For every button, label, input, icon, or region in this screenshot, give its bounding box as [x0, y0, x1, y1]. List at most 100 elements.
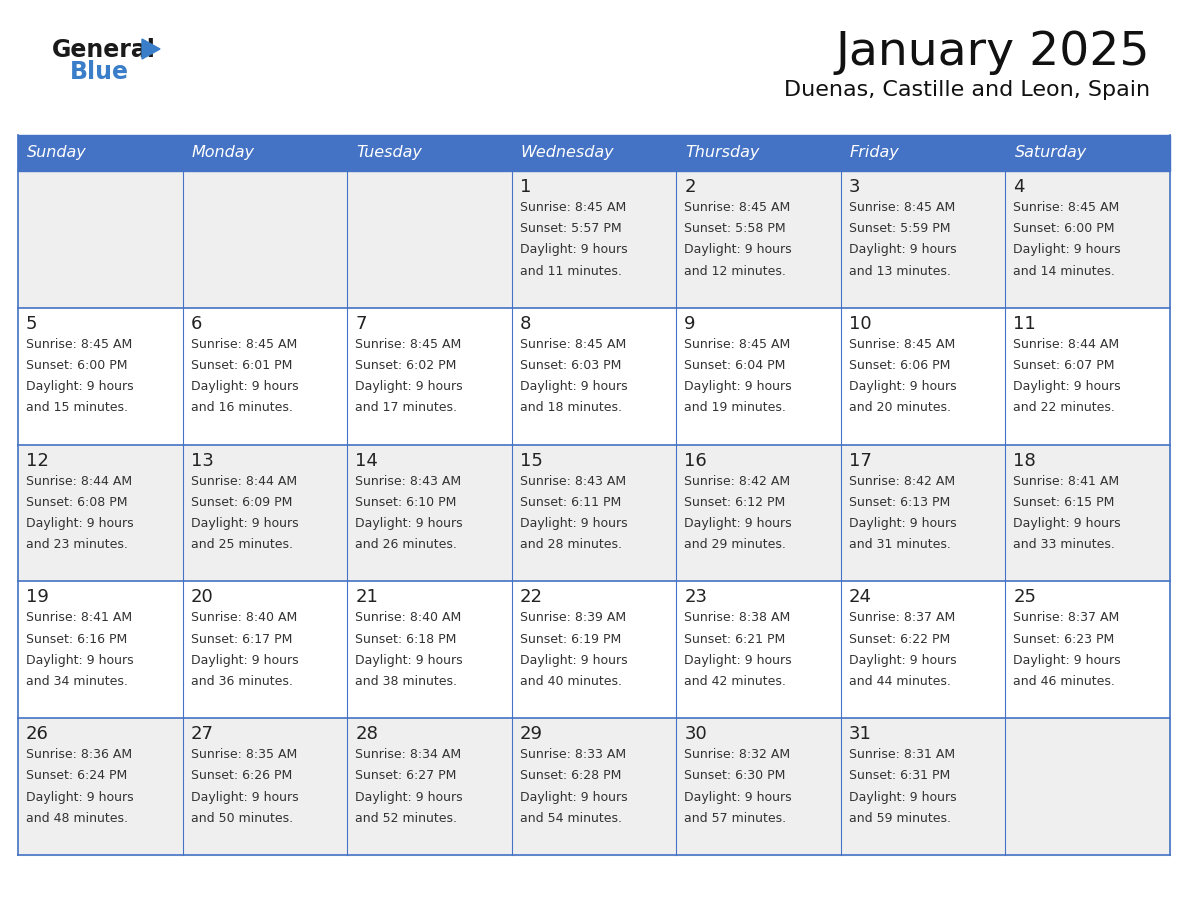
Text: Sunrise: 8:45 AM: Sunrise: 8:45 AM — [355, 338, 461, 351]
Text: Daylight: 9 hours: Daylight: 9 hours — [849, 380, 956, 393]
Text: General: General — [52, 38, 156, 62]
Bar — [841, 718, 1005, 855]
Text: Daylight: 9 hours: Daylight: 9 hours — [684, 243, 792, 256]
Text: Daylight: 9 hours: Daylight: 9 hours — [355, 790, 463, 803]
Text: and 33 minutes.: and 33 minutes. — [1013, 538, 1116, 551]
Text: Sunset: 6:27 PM: Sunset: 6:27 PM — [355, 769, 456, 782]
Bar — [183, 308, 347, 444]
Text: Daylight: 9 hours: Daylight: 9 hours — [849, 517, 956, 530]
Text: Daylight: 9 hours: Daylight: 9 hours — [849, 654, 956, 666]
Text: Sunset: 5:57 PM: Sunset: 5:57 PM — [519, 222, 621, 235]
Text: Sunset: 6:30 PM: Sunset: 6:30 PM — [684, 769, 785, 782]
Text: Sunset: 6:04 PM: Sunset: 6:04 PM — [684, 359, 785, 372]
Text: Sunrise: 8:37 AM: Sunrise: 8:37 AM — [849, 611, 955, 624]
Text: 6: 6 — [190, 315, 202, 333]
Text: Sunrise: 8:31 AM: Sunrise: 8:31 AM — [849, 748, 955, 761]
Text: 18: 18 — [1013, 452, 1036, 470]
Text: and 16 minutes.: and 16 minutes. — [190, 401, 292, 414]
Bar — [183, 444, 347, 581]
Text: and 20 minutes.: and 20 minutes. — [849, 401, 950, 414]
Text: Tuesday: Tuesday — [356, 145, 422, 161]
Text: Sunset: 6:22 PM: Sunset: 6:22 PM — [849, 633, 950, 645]
Text: and 26 minutes.: and 26 minutes. — [355, 538, 457, 551]
Bar — [512, 581, 676, 718]
Text: Sunset: 6:23 PM: Sunset: 6:23 PM — [1013, 633, 1114, 645]
Text: Sunrise: 8:36 AM: Sunrise: 8:36 AM — [26, 748, 132, 761]
Text: Sunrise: 8:45 AM: Sunrise: 8:45 AM — [684, 338, 790, 351]
Text: and 52 minutes.: and 52 minutes. — [355, 812, 457, 824]
Text: Sunset: 6:21 PM: Sunset: 6:21 PM — [684, 633, 785, 645]
Text: Sunset: 6:08 PM: Sunset: 6:08 PM — [26, 496, 127, 509]
Text: Daylight: 9 hours: Daylight: 9 hours — [190, 517, 298, 530]
Text: 20: 20 — [190, 588, 214, 607]
Text: 21: 21 — [355, 588, 378, 607]
Text: Sunrise: 8:32 AM: Sunrise: 8:32 AM — [684, 748, 790, 761]
Text: 9: 9 — [684, 315, 696, 333]
Text: Daylight: 9 hours: Daylight: 9 hours — [684, 517, 792, 530]
Text: Daylight: 9 hours: Daylight: 9 hours — [1013, 380, 1121, 393]
Text: Daylight: 9 hours: Daylight: 9 hours — [355, 654, 463, 666]
Bar — [18, 581, 183, 718]
Text: 27: 27 — [190, 725, 214, 744]
Text: 28: 28 — [355, 725, 378, 744]
Text: and 13 minutes.: and 13 minutes. — [849, 264, 950, 277]
Text: Sunrise: 8:41 AM: Sunrise: 8:41 AM — [26, 611, 132, 624]
Text: Thursday: Thursday — [685, 145, 759, 161]
Bar — [1005, 718, 1170, 855]
Text: and 59 minutes.: and 59 minutes. — [849, 812, 950, 824]
Text: and 42 minutes.: and 42 minutes. — [684, 675, 786, 688]
Text: Sunrise: 8:45 AM: Sunrise: 8:45 AM — [684, 201, 790, 214]
Text: 1: 1 — [519, 178, 531, 196]
Bar — [676, 308, 841, 444]
Text: Sunset: 6:09 PM: Sunset: 6:09 PM — [190, 496, 292, 509]
Bar — [841, 135, 1005, 171]
Bar — [18, 135, 183, 171]
Bar — [18, 444, 183, 581]
Text: Sunrise: 8:40 AM: Sunrise: 8:40 AM — [190, 611, 297, 624]
Text: Sunrise: 8:40 AM: Sunrise: 8:40 AM — [355, 611, 461, 624]
Text: Sunset: 6:01 PM: Sunset: 6:01 PM — [190, 359, 292, 372]
Text: Daylight: 9 hours: Daylight: 9 hours — [1013, 654, 1121, 666]
Bar — [1005, 308, 1170, 444]
Text: Sunset: 6:26 PM: Sunset: 6:26 PM — [190, 769, 292, 782]
Text: and 15 minutes.: and 15 minutes. — [26, 401, 128, 414]
Text: 14: 14 — [355, 452, 378, 470]
Text: 7: 7 — [355, 315, 367, 333]
Text: Daylight: 9 hours: Daylight: 9 hours — [355, 517, 463, 530]
Bar — [1005, 444, 1170, 581]
Bar — [841, 581, 1005, 718]
Bar — [841, 171, 1005, 308]
Bar — [183, 135, 347, 171]
Text: Sunrise: 8:44 AM: Sunrise: 8:44 AM — [190, 475, 297, 487]
Text: Sunrise: 8:44 AM: Sunrise: 8:44 AM — [26, 475, 132, 487]
Text: and 11 minutes.: and 11 minutes. — [519, 264, 621, 277]
Text: Sunset: 5:59 PM: Sunset: 5:59 PM — [849, 222, 950, 235]
Text: and 25 minutes.: and 25 minutes. — [190, 538, 292, 551]
Text: Daylight: 9 hours: Daylight: 9 hours — [26, 517, 133, 530]
Text: Daylight: 9 hours: Daylight: 9 hours — [190, 790, 298, 803]
Text: Sunset: 6:00 PM: Sunset: 6:00 PM — [1013, 222, 1114, 235]
Text: Daylight: 9 hours: Daylight: 9 hours — [190, 654, 298, 666]
Bar — [676, 135, 841, 171]
Text: Blue: Blue — [70, 60, 129, 84]
Text: Sunset: 6:12 PM: Sunset: 6:12 PM — [684, 496, 785, 509]
Bar — [347, 444, 512, 581]
Text: Sunset: 6:18 PM: Sunset: 6:18 PM — [355, 633, 456, 645]
Text: 24: 24 — [849, 588, 872, 607]
Text: Sunset: 6:24 PM: Sunset: 6:24 PM — [26, 769, 127, 782]
Bar — [347, 171, 512, 308]
Text: 3: 3 — [849, 178, 860, 196]
Text: Sunrise: 8:45 AM: Sunrise: 8:45 AM — [190, 338, 297, 351]
Text: 4: 4 — [1013, 178, 1025, 196]
Bar — [676, 718, 841, 855]
Text: Daylight: 9 hours: Daylight: 9 hours — [355, 380, 463, 393]
Text: and 48 minutes.: and 48 minutes. — [26, 812, 128, 824]
Text: and 29 minutes.: and 29 minutes. — [684, 538, 786, 551]
Text: Daylight: 9 hours: Daylight: 9 hours — [1013, 243, 1121, 256]
Text: and 18 minutes.: and 18 minutes. — [519, 401, 621, 414]
Text: and 46 minutes.: and 46 minutes. — [1013, 675, 1116, 688]
Text: Sunrise: 8:45 AM: Sunrise: 8:45 AM — [519, 338, 626, 351]
Text: Daylight: 9 hours: Daylight: 9 hours — [849, 243, 956, 256]
Text: Wednesday: Wednesday — [520, 145, 614, 161]
Bar — [512, 444, 676, 581]
